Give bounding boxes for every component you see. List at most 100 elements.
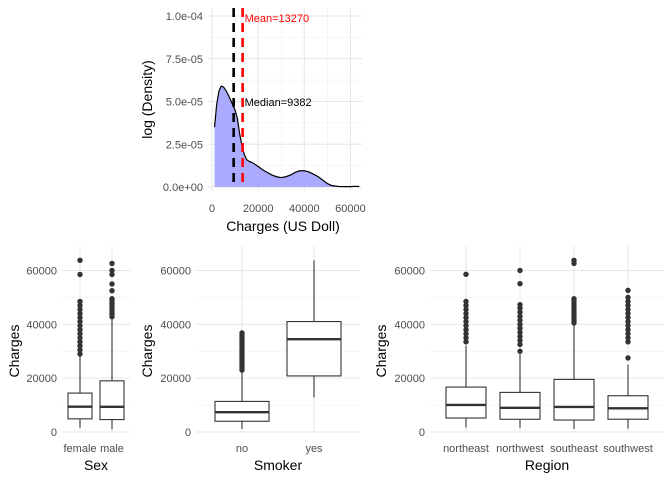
density-area [214,86,360,187]
outlier-point [463,306,469,313]
box-southeast [553,378,595,421]
x-axis-title: Region [525,457,569,473]
y-tick-label: 0 [419,427,425,439]
outlier-point [625,302,631,309]
x-tick-label: 40000 [289,203,320,215]
outlier-point [77,326,83,333]
x-tick-label: southwest [603,443,653,455]
outlier-point [109,281,115,287]
outlier-point [77,343,83,349]
x-axis-title: Smoker [254,457,303,473]
y-tick-label: 20000 [26,373,57,385]
outlier-point [571,257,577,264]
outlier-point [625,339,631,345]
y-tick-label: 20000 [394,373,425,385]
outlier-point [517,321,523,328]
box-northeast [445,386,487,419]
outlier-point [239,330,245,336]
outlier-point [463,298,469,305]
outlier-point [517,280,523,287]
mean-label: Mean=13270 [245,13,310,25]
outlier-point [463,302,469,309]
x-tick-label: northeast [443,443,489,455]
outlier-point [109,287,115,294]
sex-boxplot-panel: 0 20000 40000 60000 female male Sex Charges [6,246,130,473]
x-axis-title: Sex [84,457,108,473]
box-male [99,380,125,421]
y-tick-label: 1.0e-04 [166,11,203,23]
outlier-point [517,309,523,315]
density-curve [213,85,360,188]
y-tick-label: 40000 [26,319,57,331]
x-tick-label: northwest [496,443,544,455]
outlier-point [625,314,631,321]
outlier-point [109,296,115,302]
outlier-point [517,341,523,348]
y-tick-label: 0 [51,427,57,439]
outlier-point [625,355,631,361]
y-tick-label: 20000 [160,373,191,385]
x-tick-label: male [100,443,124,455]
y-tick-label: 5.0e-05 [166,97,203,109]
median-label: Median=9382 [245,97,312,109]
x-tick-label: 60000 [335,203,366,215]
y-axis-title: Charges [139,325,155,378]
y-tick-label: 60000 [26,265,57,277]
y-tick-label: 60000 [394,265,425,277]
y-tick-label: 0.0e+00 [163,182,203,194]
outlier-point [77,257,83,264]
outlier-point [77,322,83,329]
y-tick-label: 7.5e-05 [166,54,203,66]
outlier-point [77,318,83,325]
outlier-point [463,331,469,337]
outlier-point [463,271,469,278]
outlier-point [517,317,523,323]
x-tick-label: 0 [209,203,215,215]
x-tick-label: yes [305,443,323,455]
outlier-point [517,348,523,354]
outlier-point [625,322,631,329]
y-tick-label: 60000 [160,265,191,277]
outlier-point [77,339,83,345]
outlier-point [463,322,469,329]
outlier-point [77,302,83,309]
outlier-point [517,301,523,308]
outlier-point [77,331,83,337]
x-tick-label: female [63,443,96,455]
outlier-point [77,271,83,278]
outlier-point [77,310,83,317]
outlier-point [77,335,83,341]
y-axis-title: log (Density) [139,60,155,139]
outlier-point [77,306,83,313]
y-tick-label: 0 [185,427,191,439]
x-tick-label: southeast [550,443,598,455]
y-axis-title: Charges [6,325,22,378]
outlier-point [517,267,523,274]
outlier-point [625,310,631,317]
x-tick-label: 20000 [243,203,274,215]
outlier-point [463,339,469,345]
y-axis-title: Charges [373,325,389,378]
outlier-point [625,335,631,341]
density-plot-panel: 0 20000 40000 60000 0.0e+00 2.5e-05 5.0e-05 7.5… [139,8,366,234]
x-tick-label: no [236,443,248,455]
outlier-point [463,310,469,317]
outlier-point [463,318,469,325]
outlier-point [625,287,631,294]
outlier-point [77,351,83,357]
box-northwest [499,391,541,420]
outlier-point [625,306,631,313]
outlier-point [109,260,115,267]
outlier-point [517,313,523,319]
outlier-point [109,271,115,278]
outlier-point [517,337,523,344]
region-boxplot-panel: 0 20000 40000 60000 northeast northwest southe… [373,246,664,473]
outlier-point [463,335,469,341]
outlier-point [77,298,83,305]
outlier-point [625,318,631,325]
outlier-point [625,326,631,333]
outlier-point [77,347,83,353]
y-tick-label: 2.5e-05 [166,139,203,151]
